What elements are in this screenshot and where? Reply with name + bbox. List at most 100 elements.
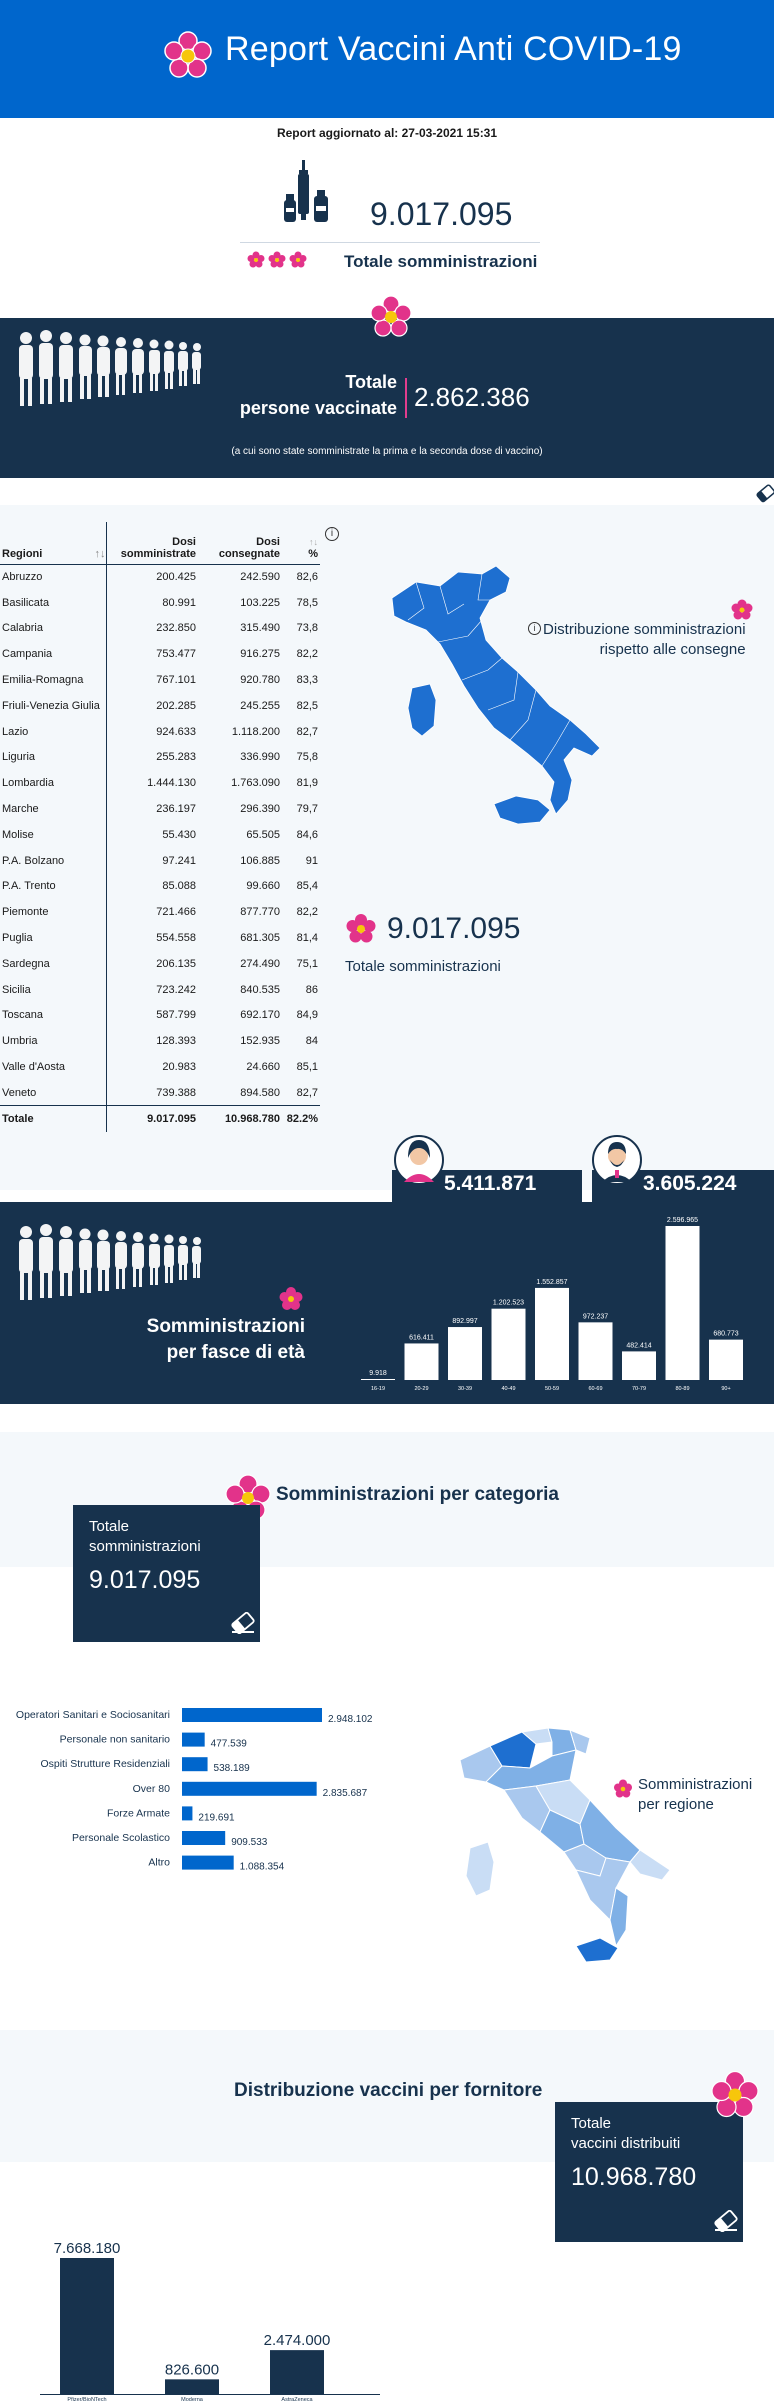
administered-cell: 232.850 bbox=[156, 622, 196, 635]
category-bar bbox=[182, 1831, 226, 1845]
eraser-icon[interactable] bbox=[713, 2210, 739, 2232]
age-bar-value-label: 9.918 bbox=[369, 1370, 387, 1377]
percent-cell: 75,8 bbox=[296, 751, 318, 764]
supplier-category-label: Pfizer/BioNTech bbox=[67, 2397, 106, 2402]
percent-cell: 83,3 bbox=[296, 674, 318, 687]
info-icon[interactable]: i bbox=[325, 527, 339, 541]
italy-map-regions[interactable] bbox=[440, 1720, 680, 1982]
percent-cell: 84,9 bbox=[296, 1009, 318, 1022]
region-map-label: Somministrazioni bbox=[638, 1776, 753, 1793]
percent-cell: 82,5 bbox=[296, 699, 318, 712]
age-section-label: per fasce di età bbox=[166, 1342, 305, 1363]
flower-icon bbox=[279, 1287, 303, 1310]
male-avatar-icon bbox=[592, 1135, 642, 1185]
table-row: Abruzzo 200.425 242.590 82,6 bbox=[0, 564, 320, 590]
age-bar bbox=[665, 1226, 700, 1380]
administered-cell: 128.393 bbox=[156, 1035, 196, 1048]
delivered-cell: 920.780 bbox=[240, 674, 280, 687]
column-header-label: % bbox=[308, 547, 318, 560]
region-name-cell: Puglia bbox=[0, 925, 107, 951]
info-icon[interactable]: i bbox=[528, 622, 541, 635]
total-administrations-label: Totale somministrazioni bbox=[344, 252, 538, 271]
vaccinated-value: 2.862.386 bbox=[414, 382, 530, 412]
table-row: Lombardia 1.444.130 1.763.090 81,9 bbox=[0, 770, 320, 797]
total-administrations-value: 9.017.095 bbox=[370, 196, 513, 232]
category-label: Ospiti Strutture Residenziali bbox=[40, 1758, 170, 1770]
table-row: Toscana 587.799 692.170 84,9 bbox=[0, 1002, 320, 1029]
administered-cell: 85.088 bbox=[162, 880, 196, 893]
administered-cell: 97.241 bbox=[162, 854, 196, 867]
delivered-cell: 840.535 bbox=[240, 983, 280, 996]
percent-cell: 85,4 bbox=[296, 880, 318, 893]
column-header-administered[interactable]: Dosi somministrate bbox=[106, 522, 200, 565]
column-header-percent[interactable]: ↑↓% bbox=[284, 522, 320, 565]
administered-cell: 1.444.130 bbox=[147, 777, 196, 790]
category-value-label: 538.189 bbox=[214, 1763, 251, 1774]
syringe-vial-icon bbox=[284, 160, 328, 222]
sort-icon[interactable]: ↑↓ bbox=[309, 536, 318, 547]
delivered-cell: 99.660 bbox=[246, 880, 280, 893]
region-name-cell: Sicilia bbox=[0, 976, 107, 1003]
delivered-cell: 916.275 bbox=[240, 648, 280, 661]
total-cell: 10.968.780 bbox=[200, 1105, 284, 1132]
age-category-label: 50-59 bbox=[545, 1386, 559, 1392]
category-total-value: 9.017.095 bbox=[89, 1566, 201, 1594]
people-queue-illustration bbox=[19, 1224, 201, 1300]
delivered-cell: 103.225 bbox=[240, 596, 280, 609]
total-cell: 9.017.095 bbox=[106, 1105, 200, 1132]
sort-icon[interactable]: ↑↓ bbox=[94, 547, 106, 560]
region-name-cell: Calabria bbox=[0, 615, 107, 642]
column-header-delivered[interactable]: Dosi consegnate bbox=[200, 522, 284, 565]
percent-cell: 82,2 bbox=[296, 906, 318, 919]
administered-cell: 80.991 bbox=[162, 596, 196, 609]
percent-cell: 82,7 bbox=[296, 1086, 318, 1099]
age-category-label: 30-39 bbox=[458, 1386, 472, 1392]
supplier-total-label: Totale bbox=[571, 2115, 612, 2132]
table-row: Marche 236.197 296.390 79,7 bbox=[0, 796, 320, 822]
region-map-label: per regione bbox=[638, 1796, 714, 1813]
percent-cell: 82,6 bbox=[296, 571, 318, 584]
supplier-total-label: vaccini distribuiti bbox=[571, 2135, 681, 2152]
age-bar bbox=[709, 1339, 743, 1380]
flower-icon bbox=[370, 295, 412, 337]
delivered-cell: 274.490 bbox=[240, 957, 280, 970]
column-header-label: Dosi somministrate bbox=[120, 535, 196, 560]
column-header-regions[interactable]: Regioni ↑↓ bbox=[0, 522, 107, 565]
percent-cell: 86 bbox=[305, 983, 318, 996]
supplier-bar-chart[interactable]: 7.668.180 Pfizer/BioNTech 826.600 Moderna 2.… bbox=[40, 2228, 400, 2402]
percent-cell: 73,8 bbox=[296, 622, 318, 635]
delivered-cell: 315.490 bbox=[240, 622, 280, 635]
age-category-label: 70-79 bbox=[632, 1386, 646, 1392]
category-label: Forze Armate bbox=[107, 1807, 170, 1819]
administered-cell: 739.388 bbox=[156, 1086, 196, 1099]
age-bar bbox=[491, 1308, 526, 1380]
divider bbox=[240, 242, 540, 243]
age-bar-chart[interactable]: 9.918 16-19 616.411 20-29 892.997 30-39 1.202.… bbox=[355, 1212, 755, 1398]
region-name-cell: Piemonte bbox=[0, 899, 107, 926]
table-row: Calabria 232.850 315.490 73,8 bbox=[0, 615, 320, 642]
age-bar-value-label: 616.411 bbox=[409, 1334, 434, 1341]
age-bar-value-label: 1.552.857 bbox=[536, 1279, 567, 1286]
region-name-cell: P.A. Bolzano bbox=[0, 847, 107, 874]
age-bar bbox=[404, 1343, 439, 1380]
supplier-value-label: 2.474.000 bbox=[264, 2332, 331, 2349]
category-value-label: 477.539 bbox=[211, 1739, 248, 1750]
percent-cell: 91 bbox=[305, 854, 318, 867]
region-name-cell: Abruzzo bbox=[0, 564, 107, 590]
table-row: Valle d'Aosta 20.983 24.660 85,1 bbox=[0, 1054, 320, 1080]
italy-map-distribution[interactable] bbox=[378, 560, 608, 850]
category-value-label: 2.835.687 bbox=[323, 1788, 368, 1799]
regions-section bbox=[0, 505, 774, 1190]
category-bar-chart[interactable]: Operatori Sanitari e Sociosanitari 2.948.… bbox=[0, 1694, 400, 1874]
delivered-cell: 336.990 bbox=[240, 751, 280, 764]
percent-cell: 82,7 bbox=[296, 725, 318, 738]
eraser-icon[interactable] bbox=[756, 484, 774, 504]
category-bar bbox=[182, 1708, 322, 1722]
age-category-label: 40-49 bbox=[501, 1386, 515, 1392]
age-bar-value-label: 680.773 bbox=[713, 1331, 738, 1338]
eraser-icon[interactable] bbox=[230, 1612, 256, 1634]
category-bar bbox=[182, 1732, 205, 1747]
administered-cell: 753.477 bbox=[156, 648, 196, 661]
percent-cell: 79,7 bbox=[296, 803, 318, 816]
age-category-label: 90+ bbox=[721, 1386, 730, 1392]
